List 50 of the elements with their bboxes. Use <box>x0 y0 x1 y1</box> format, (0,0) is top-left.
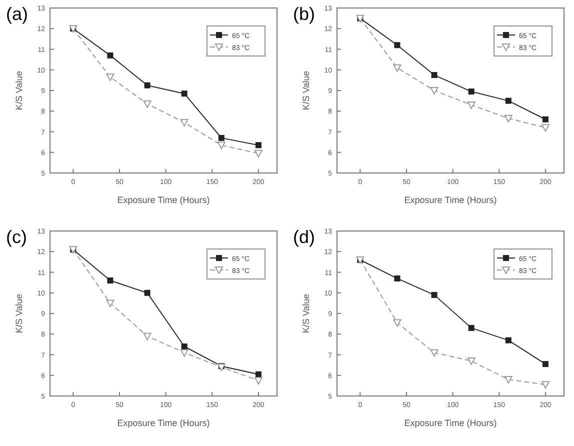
chart-title: (a) <box>6 4 28 24</box>
point <box>541 124 550 132</box>
point <box>144 290 150 296</box>
chart-title: (d) <box>293 227 315 247</box>
point <box>541 381 550 389</box>
x-axis-title: Exposure Time (Hours) <box>117 195 210 205</box>
point <box>143 100 152 108</box>
x-axis-title: Exposure Time (Hours) <box>404 195 497 205</box>
point <box>394 275 400 282</box>
point <box>254 150 262 158</box>
point <box>107 52 114 58</box>
point <box>106 74 114 82</box>
y-axis-title: K/S Value <box>14 70 24 110</box>
point <box>107 278 114 284</box>
point <box>542 361 548 368</box>
point <box>430 349 438 357</box>
chart-title: (c) <box>6 227 27 247</box>
point <box>542 116 548 122</box>
point <box>467 357 476 365</box>
point <box>218 134 224 141</box>
x-axis-title: Exposure Time (Hours) <box>404 418 497 428</box>
point <box>217 142 226 150</box>
point <box>504 376 512 384</box>
chart-title: (b) <box>293 4 315 24</box>
point <box>393 64 402 72</box>
point <box>393 319 402 327</box>
y-axis-title: K/S Value <box>14 294 24 334</box>
point <box>255 371 262 378</box>
point <box>504 114 512 122</box>
point <box>468 88 474 95</box>
point <box>143 332 152 340</box>
point <box>180 349 188 357</box>
point <box>431 72 438 78</box>
point <box>431 292 438 298</box>
point <box>106 300 114 308</box>
point <box>181 344 188 350</box>
point <box>430 87 438 94</box>
point <box>180 118 188 126</box>
point <box>505 337 512 344</box>
point <box>254 377 262 385</box>
x-axis-title: Exposure Time (Hours) <box>117 418 210 428</box>
point <box>181 90 188 97</box>
point <box>394 42 400 48</box>
y-axis-title: K/S Value <box>301 294 311 334</box>
point <box>144 82 150 88</box>
point <box>255 142 262 148</box>
point <box>467 101 476 109</box>
y-axis-title: K/S Value <box>301 70 311 110</box>
point <box>505 98 512 104</box>
point <box>468 324 474 331</box>
